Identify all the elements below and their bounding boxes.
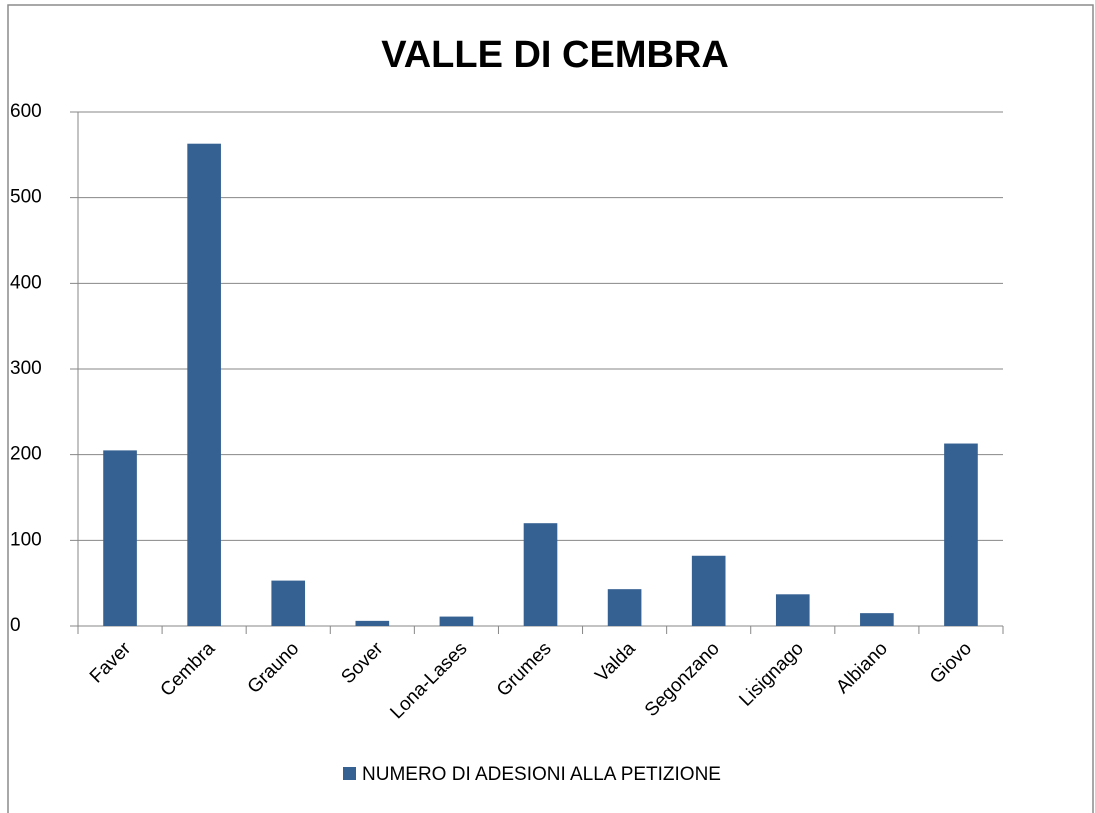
bar (187, 143, 221, 627)
x-tick-label: Valda (591, 638, 640, 687)
x-tick-label: Sover (337, 638, 387, 688)
x-tick-label: Albiano (832, 638, 892, 698)
bar (691, 555, 726, 626)
bar (775, 594, 810, 626)
x-tick-label: Segonzano (641, 638, 724, 721)
x-tick-label: Lisignago (735, 638, 807, 710)
y-tick-label: 0 (10, 615, 21, 636)
legend-swatch (343, 767, 356, 780)
y-tick-label: 400 (10, 272, 42, 293)
y-tick-label: 300 (10, 358, 42, 379)
y-tick-label: 100 (10, 529, 42, 550)
bar (355, 620, 390, 626)
chart-title: VALLE DI CEMBRA (381, 34, 729, 76)
bar (271, 580, 306, 626)
bar (944, 443, 978, 626)
bar (103, 450, 137, 626)
x-tick-label: Faver (86, 638, 136, 688)
bar (607, 589, 642, 626)
bar (860, 613, 894, 626)
y-tick-label: 200 (10, 444, 42, 465)
y-tick-label: 600 (10, 101, 42, 122)
x-tick-label: Grumes (493, 638, 556, 701)
x-tick-label: Cembra (157, 638, 220, 701)
x-tick-label: Lona-Lases (386, 638, 471, 723)
bar (523, 523, 558, 626)
x-tick-label: Grauno (244, 638, 304, 698)
x-tick-label: Giovo (926, 638, 976, 688)
bar (439, 616, 474, 626)
y-tick-label: 500 (10, 187, 42, 208)
chart-border (7, 4, 1094, 813)
legend-label: NUMERO DI ADESIONI ALLA PETIZIONE (362, 764, 721, 785)
